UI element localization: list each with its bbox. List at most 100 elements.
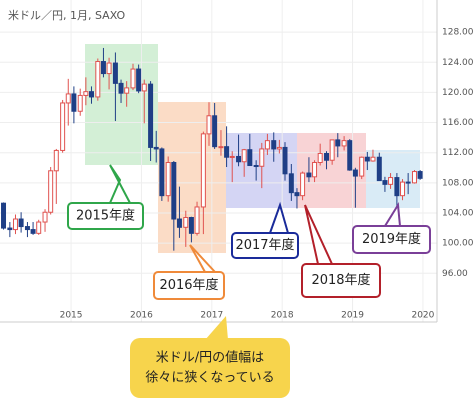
candle-body (341, 140, 347, 147)
candle-body (48, 170, 54, 213)
candle-body (124, 87, 130, 94)
candle-body (7, 227, 13, 231)
candle-body (306, 172, 312, 178)
pointer (384, 201, 401, 227)
x-tick-label: 2018 (271, 311, 294, 321)
candle-body (324, 152, 330, 161)
candle-body (1, 202, 7, 229)
candle-body (259, 148, 265, 167)
candle-body (294, 192, 300, 197)
candle-body (148, 83, 154, 148)
candle-body (271, 140, 277, 150)
candle-body (200, 133, 206, 208)
x-tick-label: 2016 (130, 311, 153, 321)
annotation: 2016年度 (159, 277, 218, 293)
candle-body (388, 177, 394, 185)
candle-body (12, 218, 18, 231)
candle-body (18, 218, 24, 228)
label-box (67, 202, 144, 230)
candle-body (60, 102, 66, 151)
grid: 96.00 100.00 104.00 108.00 112.00 116.00 120.0… (0, 0, 474, 322)
candle-body (141, 83, 147, 92)
y-tick-label: 112.00 (442, 148, 474, 158)
candle-body (118, 82, 124, 94)
candle-body (411, 171, 417, 184)
candle-body (382, 180, 388, 185)
annotation: 2015年度 (76, 208, 135, 224)
candle-body (264, 140, 270, 150)
candle-body (53, 149, 59, 172)
candle-body (400, 181, 406, 197)
plot (1, 47, 423, 251)
candle-body (77, 94, 83, 112)
y-tick-label: 120.00 (442, 88, 474, 98)
candle-body (229, 155, 235, 158)
pointer (109, 164, 131, 204)
candle-body (159, 148, 165, 197)
candle-body (136, 68, 142, 92)
y-tick-label: 96.00 (442, 269, 468, 279)
candle-body (312, 162, 318, 178)
candle-body (112, 62, 118, 84)
y-tick-label: 104.00 (442, 208, 474, 218)
candle-body (165, 162, 171, 197)
candle-body (176, 218, 182, 228)
candle-body (364, 156, 370, 162)
candle-body (329, 139, 335, 161)
x-tick-label: 2019 (341, 311, 364, 321)
y-tick-label: 116.00 (442, 118, 474, 128)
candle-body (88, 91, 94, 98)
candle-body (24, 226, 30, 231)
x-tick-label: 2015 (60, 311, 83, 321)
candle-body (241, 149, 247, 163)
pointer (189, 244, 216, 273)
candle-body (36, 221, 42, 234)
candle-body (171, 162, 177, 220)
candle-body (42, 211, 48, 223)
label-box (352, 225, 431, 254)
x-tick-label: 2017 (200, 311, 223, 321)
candle-body (300, 172, 306, 197)
callout-text: 徐々に狭くなっている (145, 371, 274, 386)
candle-body (100, 61, 106, 75)
candle-body (30, 229, 36, 234)
candle-body (347, 140, 353, 171)
candle-body (352, 169, 358, 177)
candle-body (153, 146, 159, 150)
annotation: 2017年度 (235, 237, 294, 253)
candle-body (206, 115, 212, 135)
candle-body (394, 177, 400, 197)
candle-body (317, 152, 323, 164)
label-box (301, 263, 381, 298)
candle-body (247, 149, 253, 167)
candle-body (417, 171, 423, 179)
candle-body (95, 61, 101, 98)
candle-body (183, 217, 189, 228)
candle-body (71, 93, 77, 112)
candle-body (130, 68, 136, 89)
candle-body (253, 165, 259, 168)
y-tick-label: 100.00 (442, 239, 474, 249)
candle-body (194, 206, 200, 234)
pointer (304, 204, 333, 265)
candle-body (276, 146, 282, 150)
candle-body (236, 155, 242, 163)
chart-title: 米ドル／円, 1月, SAXO (8, 9, 126, 22)
annotation: 2019年度 (362, 231, 421, 247)
candle-body (65, 93, 71, 104)
candle-body (335, 139, 341, 147)
candle-body (83, 91, 89, 96)
annotations: 2015年度 2016年度 2017年度 2018年度 2019年度 米ドル/円… (67, 164, 431, 398)
candle-body (405, 181, 411, 184)
candle-body (224, 146, 230, 158)
candle-body (212, 115, 218, 148)
y-tick-label: 108.00 (442, 178, 474, 188)
pointer (269, 201, 289, 234)
x-tick-label: 2020 (411, 311, 434, 321)
y-tick-label: 128.00 (442, 28, 474, 38)
candle-body (188, 217, 194, 234)
pointer (205, 316, 228, 340)
candle-body (106, 62, 112, 75)
annotation: 2018年度 (311, 272, 370, 288)
label-box (231, 232, 299, 259)
